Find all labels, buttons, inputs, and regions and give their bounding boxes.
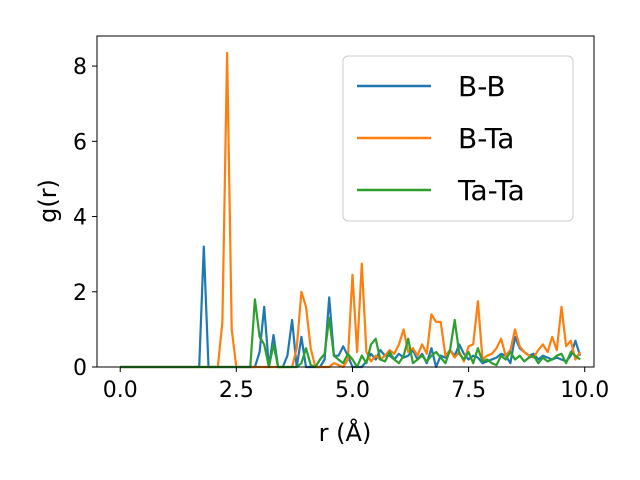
series-line-ta-ta [120,298,581,369]
y-axis-label: g(r) [34,179,62,223]
series-layer [120,51,582,369]
x-axis-ticks: 0.0 2.5 5.0 7.5 10.0 [103,367,609,403]
x-tick-label: 10.0 [560,378,609,403]
y-axis-ticks: 0 2 4 6 8 [73,55,97,381]
y-tick-label: 2 [73,281,87,306]
legend: B-B B-Ta Ta-Ta [342,55,574,222]
x-axis-label: r (Å) [319,418,372,447]
x-tick-label: 0.0 [103,378,138,403]
series-line-b-ta [120,51,582,369]
x-tick-label: 2.5 [219,378,254,403]
y-tick-label: 8 [73,55,87,80]
x-tick-label: 7.5 [451,378,486,403]
legend-label-b-b: B-B [458,70,506,103]
y-tick-label: 0 [73,356,87,381]
y-tick-label: 4 [73,206,87,231]
y-tick-label: 6 [73,130,87,155]
legend-label-b-ta: B-Ta [458,122,514,155]
legend-label-ta-ta: Ta-Ta [457,174,525,207]
plot-frame [96,35,595,368]
legend-box [342,55,574,222]
x-tick-label: 5.0 [335,378,370,403]
